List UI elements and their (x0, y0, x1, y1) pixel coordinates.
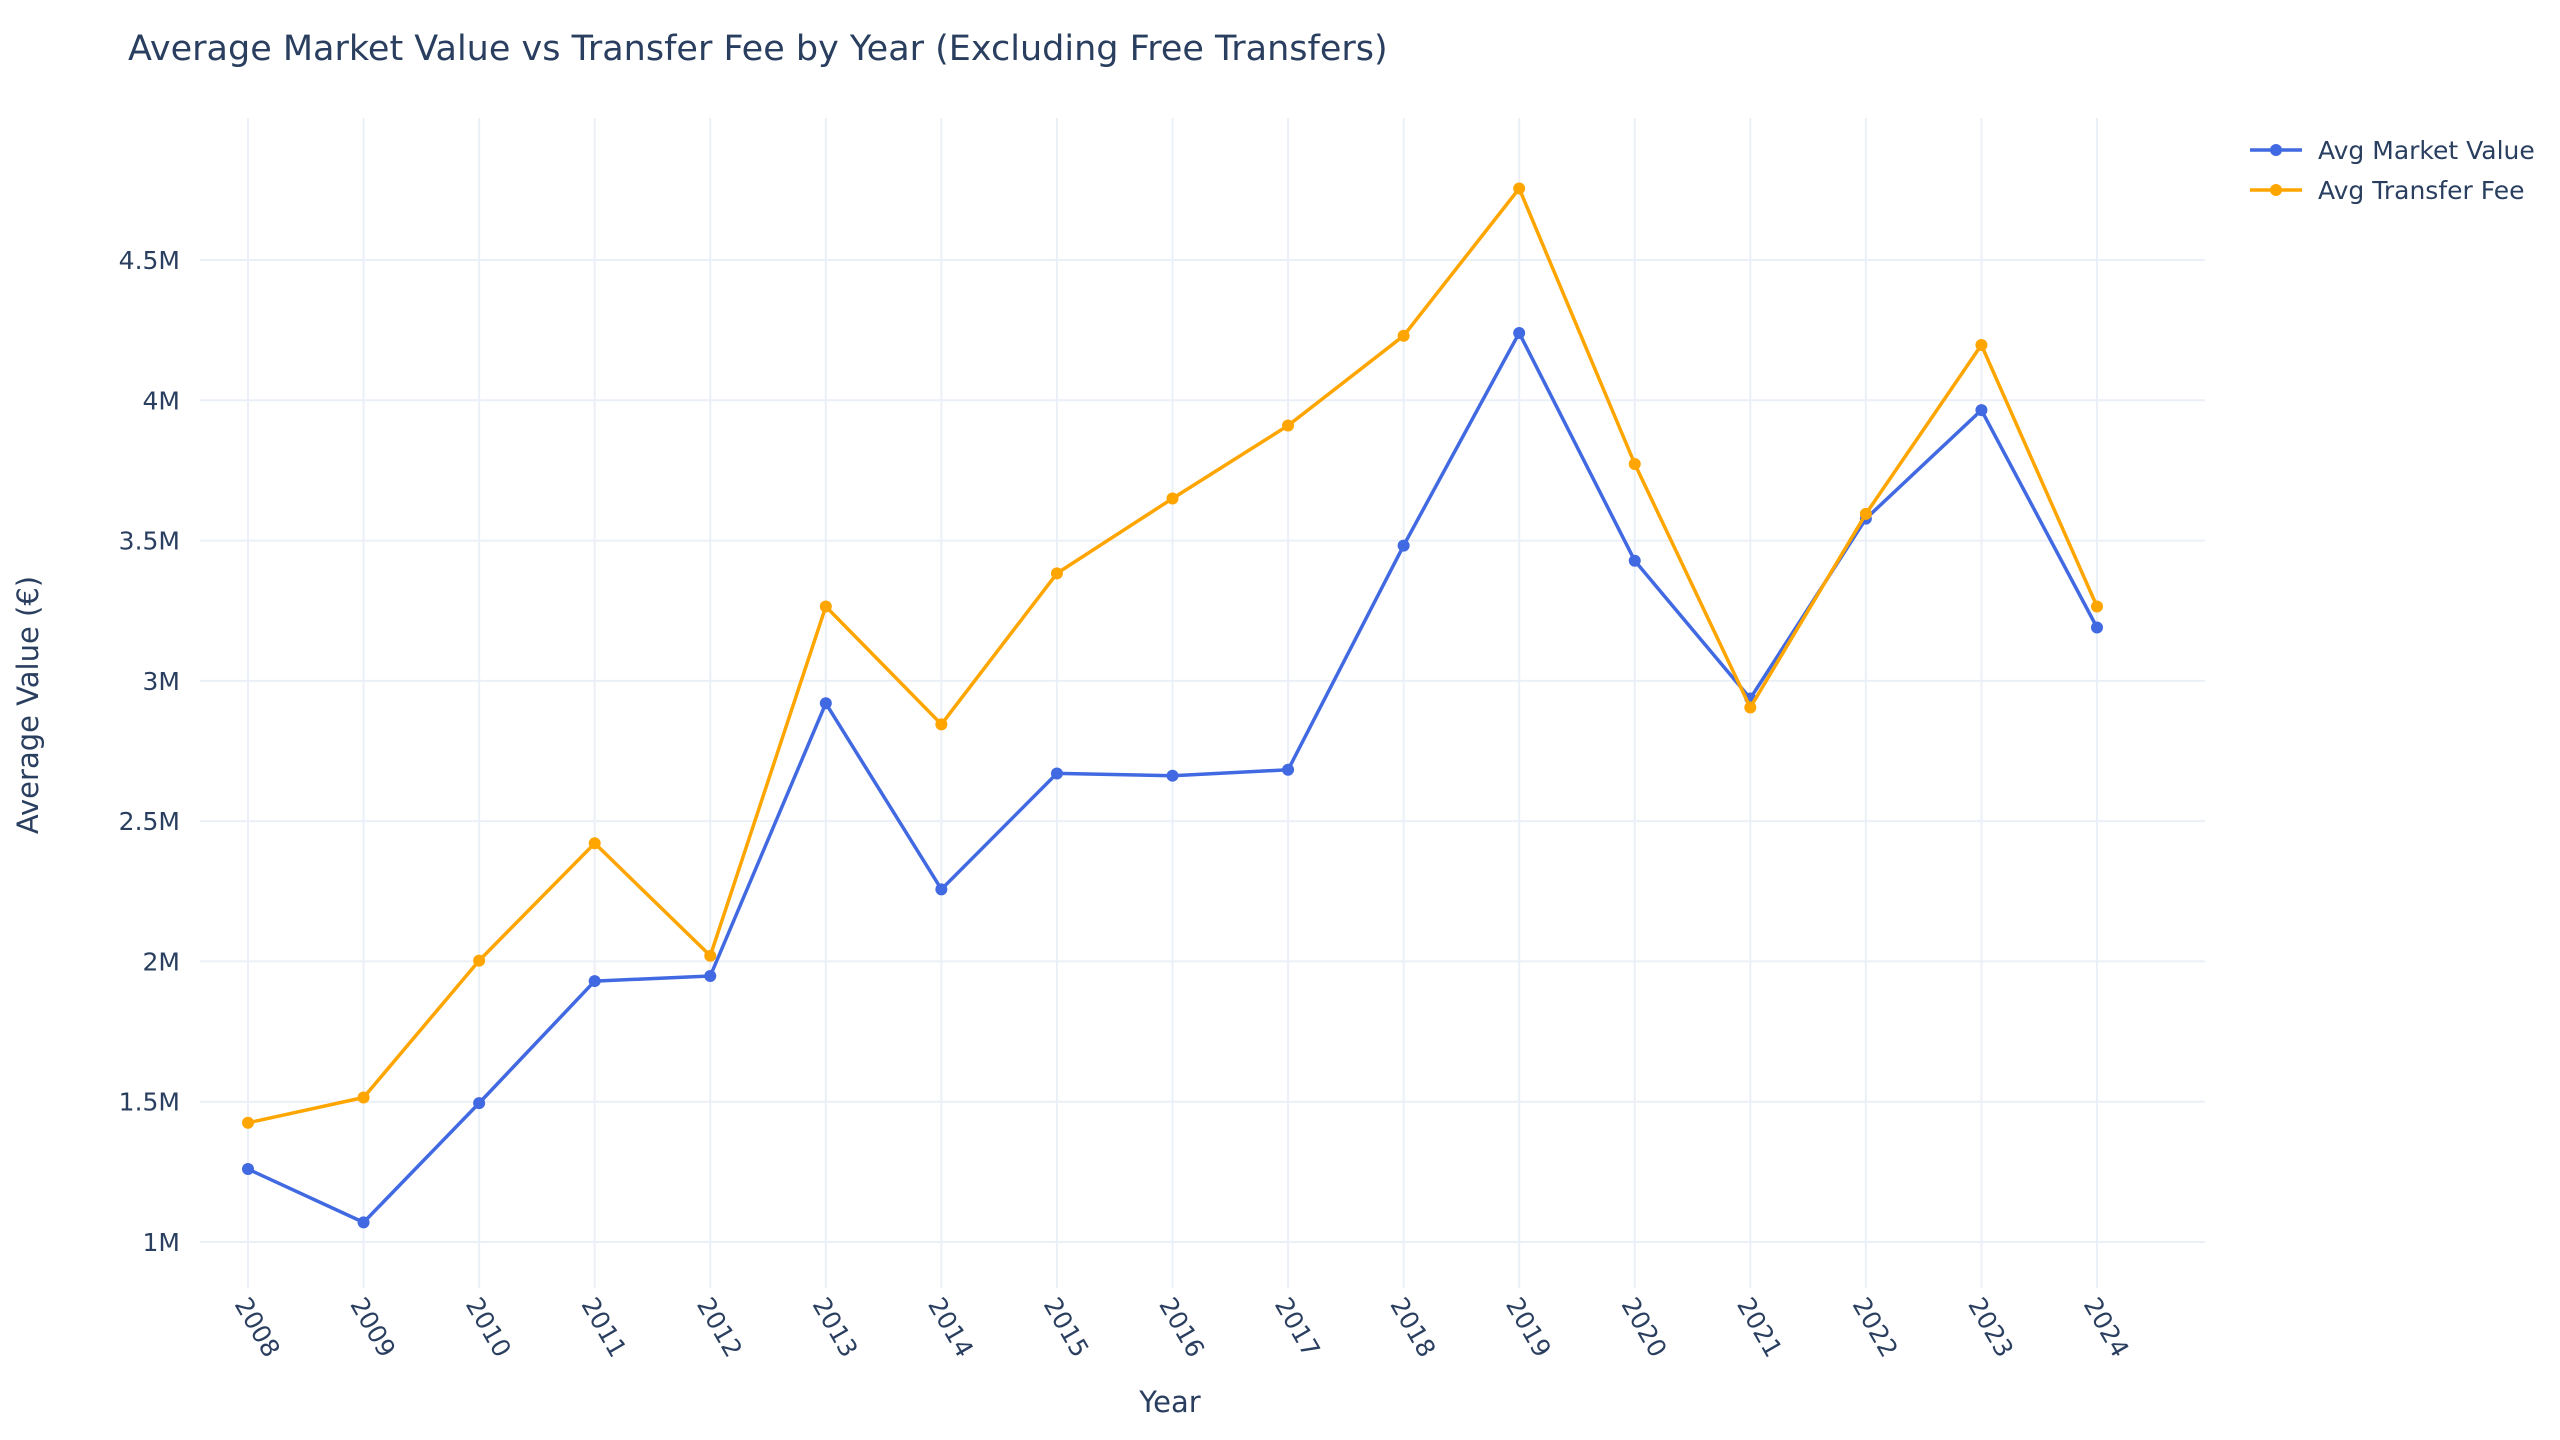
y-axis-title: Average Value (€) (11, 576, 45, 834)
data-point (1397, 329, 1410, 342)
x-tick-label: 2012 (691, 1293, 748, 1363)
y-tick-label: 1M (143, 1228, 180, 1257)
y-tick-label: 4.5M (119, 246, 180, 275)
series-lines (242, 182, 2103, 1229)
data-point (2091, 621, 2103, 634)
x-axis-ticks: 2008 2009 2010 2011 2012 2013 2014 2015 2016 2017… (229, 1293, 2135, 1363)
x-tick-label: 2008 (229, 1293, 286, 1363)
data-point (588, 837, 601, 850)
data-point (704, 949, 717, 962)
x-tick-label: 2010 (460, 1293, 517, 1363)
chart-title: Average Market Value vs Transfer Fee by … (128, 29, 1388, 69)
x-tick-label: 2013 (807, 1293, 864, 1363)
data-point (242, 1163, 254, 1176)
x-tick-label: 2016 (1153, 1293, 1210, 1363)
data-point (704, 970, 717, 983)
x-tick-label: 2011 (575, 1293, 632, 1363)
y-tick-label: 2M (143, 947, 180, 976)
y-tick-label: 3M (143, 667, 180, 696)
gridlines (200, 118, 2205, 1288)
data-point (1975, 339, 1988, 352)
data-point (935, 883, 948, 896)
x-tick-label: 2019 (1500, 1293, 1557, 1363)
y-tick-label: 1.5M (119, 1088, 180, 1117)
x-tick-label: 2009 (344, 1293, 401, 1363)
legend-swatch-marker (2270, 144, 2282, 156)
x-tick-label: 2024 (2078, 1293, 2135, 1363)
data-point (1744, 701, 1757, 714)
x-tick-label: 2018 (1384, 1293, 1441, 1363)
data-point (1975, 404, 1988, 417)
data-point (819, 697, 832, 710)
data-point (1513, 182, 1526, 195)
data-point (1397, 539, 1410, 552)
data-point (473, 1097, 486, 1110)
x-tick-label: 2021 (1731, 1293, 1788, 1363)
y-tick-label: 3.5M (119, 527, 180, 556)
x-tick-label: 2023 (1962, 1293, 2019, 1363)
y-tick-label: 2.5M (119, 807, 180, 836)
data-point (1050, 567, 1063, 580)
data-point (935, 718, 948, 731)
data-point (1628, 457, 1641, 470)
data-point (2091, 600, 2103, 613)
legend-label: Avg Transfer Fee (2318, 176, 2525, 205)
x-tick-label: 2015 (1038, 1293, 1095, 1363)
x-axis-title: Year (1138, 1385, 1200, 1419)
data-point (473, 954, 486, 967)
x-tick-label: 2022 (1847, 1293, 1904, 1363)
legend-swatch-marker (2270, 184, 2282, 196)
x-tick-label: 2020 (1616, 1293, 1673, 1363)
x-tick-label: 2017 (1269, 1293, 1326, 1363)
data-point (242, 1116, 254, 1129)
data-point (1628, 554, 1641, 567)
data-point (357, 1091, 370, 1104)
data-point (1166, 492, 1179, 505)
data-point (1166, 769, 1179, 782)
legend: Avg Market Value Avg Transfer Fee (2250, 136, 2535, 205)
data-point (819, 600, 832, 613)
legend-label: Avg Market Value (2318, 136, 2535, 165)
data-point (1513, 326, 1526, 339)
x-tick-label: 2014 (922, 1293, 979, 1363)
data-point (588, 975, 601, 988)
data-point (1282, 419, 1295, 432)
y-axis-ticks: 1M 1.5M 2M 2.5M 3M 3.5M 4M 4.5M (119, 246, 180, 1257)
data-point (1282, 763, 1295, 776)
data-point (1859, 507, 1872, 520)
y-tick-label: 4M (143, 386, 180, 415)
data-point (357, 1216, 370, 1229)
data-point (1050, 767, 1063, 780)
